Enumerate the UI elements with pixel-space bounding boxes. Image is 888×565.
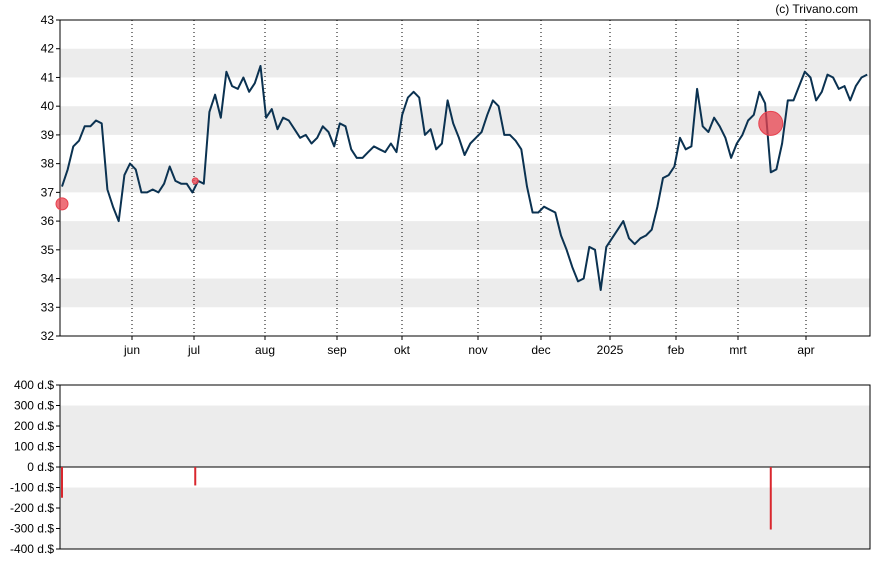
y-tick-label: -300 d.$ — [10, 522, 54, 536]
x-tick-label: okt — [394, 343, 411, 357]
y-tick-label: 38 — [41, 157, 55, 171]
grid-band — [60, 528, 870, 549]
dividend-bars — [61, 467, 772, 530]
grid-band — [60, 467, 870, 488]
x-tick-label: nov — [468, 343, 487, 357]
x-tick-label: mrt — [729, 343, 747, 357]
y-tick-label: 300 d.$ — [14, 399, 54, 413]
grid-band — [60, 106, 870, 135]
y-tick-label: 37 — [41, 185, 55, 199]
x-tick-label: feb — [668, 343, 685, 357]
grid-band — [60, 446, 870, 467]
y-tick-label: 400 d.$ — [14, 378, 54, 392]
y-tick-label: 200 d.$ — [14, 419, 54, 433]
grid-band — [60, 426, 870, 447]
y-tick-label: 36 — [41, 214, 55, 228]
grid-band — [60, 48, 870, 78]
x-tick-label: apr — [797, 343, 814, 357]
y-tick-label: 42 — [41, 42, 55, 56]
y-tick-label: 41 — [41, 70, 55, 84]
grid-band — [60, 508, 870, 529]
x-tick-label: jul — [187, 343, 200, 357]
grid-band — [60, 278, 870, 308]
event-marker — [191, 177, 199, 185]
top-chart-y-axis: 32 33 34 35 36 37 38 39 40 41 42 43 — [41, 13, 60, 343]
event-marker — [55, 197, 69, 211]
grid-band — [60, 385, 870, 406]
y-tick-label: 100 d.$ — [14, 440, 54, 454]
x-tick-label: dec — [531, 343, 550, 357]
top-chart-x-axis: jun jul aug sep okt nov dec 2025 feb mrt apr — [123, 336, 815, 357]
bottom-chart-bands — [60, 385, 870, 549]
grid-band — [60, 405, 870, 426]
y-tick-label: -200 d.$ — [10, 501, 54, 515]
price-line — [61, 65, 868, 291]
grid-band — [60, 487, 870, 508]
y-tick-label: -400 d.$ — [10, 542, 54, 556]
x-tick-label: aug — [255, 343, 275, 357]
copyright-label: (c) Trivano.com — [775, 2, 858, 16]
event-marker — [758, 110, 784, 136]
y-tick-label: 33 — [41, 300, 55, 314]
event-markers — [55, 110, 784, 211]
y-tick-label: 40 — [41, 99, 55, 113]
grid-band — [60, 163, 870, 193]
x-tick-label: jun — [123, 343, 140, 357]
y-tick-label: 39 — [41, 128, 55, 142]
y-tick-label: 43 — [41, 13, 55, 27]
top-chart-bands — [60, 48, 870, 308]
bottom-chart-y-axis: 400 d.$ 300 d.$ 200 d.$ 100 d.$ 0 d.$ -100 d.… — [10, 378, 60, 556]
x-tick-label: 2025 — [597, 343, 624, 357]
y-tick-label: -100 d.$ — [10, 481, 54, 495]
y-tick-label: 34 — [41, 272, 55, 286]
y-tick-label: 35 — [41, 243, 55, 257]
y-tick-label: 0 d.$ — [27, 460, 54, 474]
grid-band — [60, 221, 870, 250]
x-tick-label: sep — [327, 343, 347, 357]
y-tick-label: 32 — [41, 329, 55, 343]
top-chart-frame — [59, 19, 871, 337]
